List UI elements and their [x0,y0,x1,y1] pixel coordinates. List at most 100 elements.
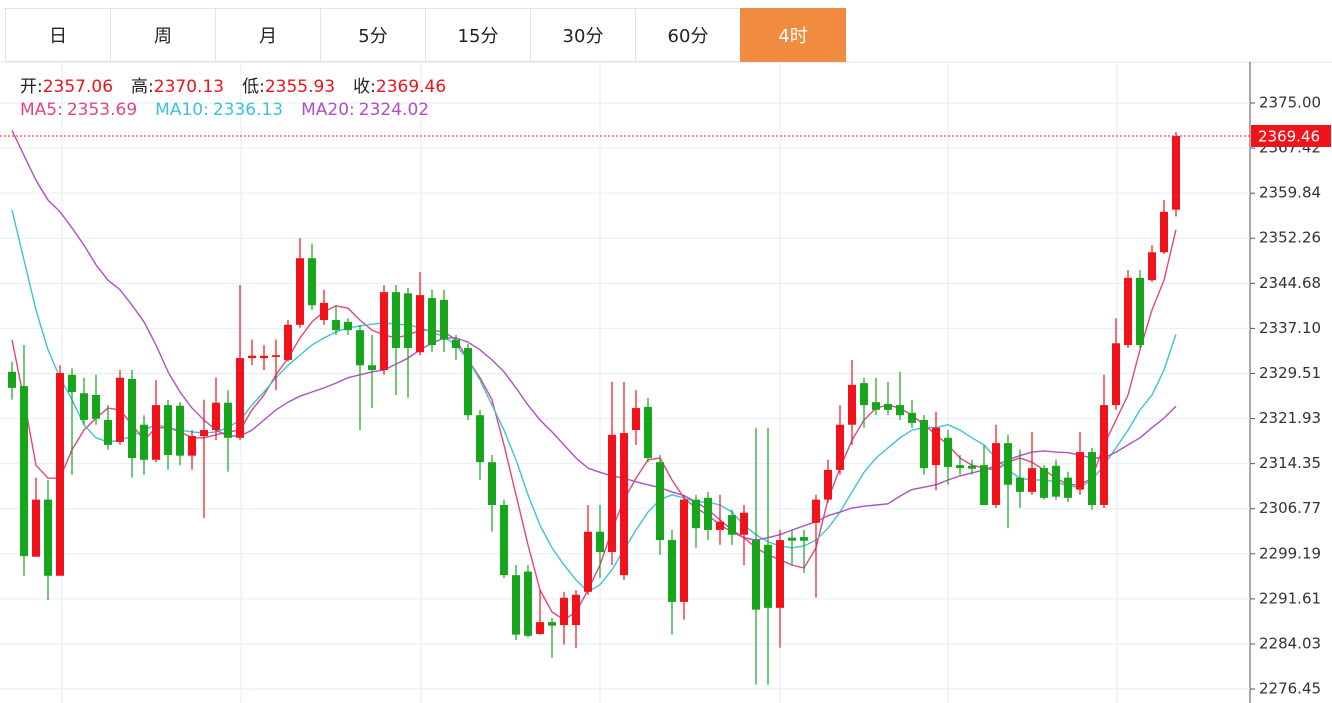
candle-body [764,544,772,608]
y-tick-label: 2359.84 [1259,184,1321,202]
candle-body [632,408,640,431]
candle-body [8,371,16,388]
y-tick-label: 2375.00 [1259,94,1321,112]
y-tick-label: 2306.77 [1259,499,1321,517]
ohlc-info: 开:2357.06 高:2370.13 低:2355.93 收:2369.46 [20,72,464,97]
candle-body [188,436,196,456]
candle-body [1028,468,1036,492]
candle-body [944,437,952,467]
candle-body [620,433,628,576]
candle-body [296,258,304,325]
ma-label: MA20: [301,100,355,120]
candle-body [536,622,544,635]
candle-body [728,515,736,535]
candle-body [32,499,40,557]
candle-body [884,403,892,410]
candle-body [68,374,76,393]
tab[interactable]: 周 [110,8,216,62]
candle-body [356,330,364,366]
candle-body [92,394,100,419]
candle-body [200,430,208,437]
candle-body [800,537,808,541]
candle-body [464,348,472,416]
candle-body [128,378,136,459]
candle-body [476,415,484,463]
candle-body [80,393,88,420]
ma-value: 2336.13 [212,100,284,120]
tab-bar: 日周月 5分 15分 30分 60分 4时 [5,8,846,62]
candle-body [224,402,232,438]
candle-body [704,497,712,530]
candle-body [656,462,664,541]
candle-body [56,372,64,576]
ma-line [11,130,1177,541]
candle-body [860,383,868,406]
ohlc-label: 高: [131,77,154,97]
candle-body [344,321,352,331]
tab[interactable]: 15分 [425,8,531,62]
last-price-box [1251,124,1331,147]
candle-body [752,540,760,610]
candle-body [140,424,148,460]
candle-body [1016,477,1024,492]
candle-body [1088,452,1096,505]
candle-body [572,594,580,626]
y-tick-label: 2299.19 [1259,544,1321,562]
candle-body [1172,135,1180,210]
candle-body [212,402,220,431]
tab[interactable]: 日 [5,8,111,62]
candle-body [260,355,268,359]
candle-body [908,412,916,423]
candle-body [584,531,592,592]
candle-body [152,405,160,460]
candle-body [1160,211,1168,253]
ohlc-value: 2369.46 [375,77,447,97]
candle-body [1004,443,1012,485]
candle-body [236,358,244,438]
candle-body [332,320,340,331]
tab[interactable]: 5分 [320,8,426,62]
y-tick-label: 2344.68 [1259,274,1321,292]
candle-body [992,443,1000,505]
candle-body [488,462,496,505]
candle-body [20,386,28,557]
ohlc-label: 开: [20,77,43,97]
candle-body [404,293,412,349]
candle-body [776,540,784,608]
candle-body [920,419,928,469]
ma-value: 2353.69 [66,100,138,120]
candle-body [740,512,748,535]
candle-body [116,377,124,442]
tab[interactable]: 月 [215,8,321,62]
candle-body [896,405,904,416]
ohlc-label: 低: [242,77,265,97]
candle-body [932,427,940,466]
tab[interactable]: 4时 [740,8,846,62]
candle-body [368,365,376,371]
candle-body [1124,277,1132,346]
candle-body [680,499,688,602]
ma-label: MA5: [20,100,63,120]
y-tick-label: 2314.35 [1259,454,1321,472]
candle-body [176,405,184,456]
candle-body [512,575,520,635]
candle-body [428,298,436,346]
candle-body [548,622,556,626]
candle-body [524,571,532,636]
ohlc-value: 2370.13 [153,77,225,97]
candle-body [500,504,508,576]
last-price-label: 2369.46 [1258,127,1320,145]
candle-body [380,292,388,371]
candle-body [848,384,856,425]
candle-body [1112,343,1120,406]
tab[interactable]: 60分 [635,8,741,62]
candle-body [692,499,700,529]
tab[interactable]: 30分 [530,8,636,62]
ohlc-value: 2357.06 [42,77,114,97]
candle-body [644,406,652,459]
candle-body [560,597,568,626]
candle-body [716,521,724,530]
candle-body [1076,452,1084,490]
ma-label: MA10: [155,100,209,120]
